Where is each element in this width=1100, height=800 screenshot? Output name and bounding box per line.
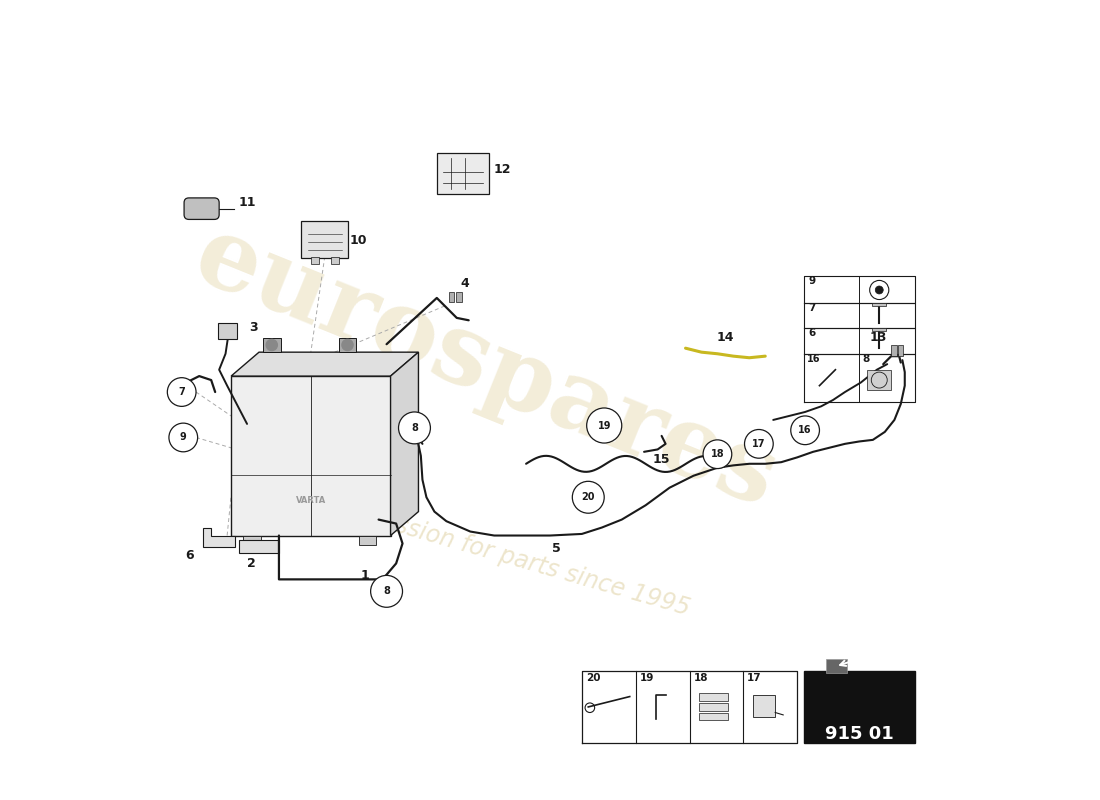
Polygon shape	[263, 338, 280, 352]
Circle shape	[745, 430, 773, 458]
Polygon shape	[455, 291, 462, 302]
Polygon shape	[752, 695, 776, 718]
Polygon shape	[700, 694, 728, 702]
Text: 13: 13	[870, 331, 887, 344]
Polygon shape	[872, 302, 887, 306]
Polygon shape	[700, 703, 728, 711]
Text: 8: 8	[862, 354, 870, 364]
Polygon shape	[239, 539, 279, 553]
Text: 14: 14	[716, 331, 734, 344]
Polygon shape	[231, 376, 390, 535]
Polygon shape	[359, 535, 376, 545]
Polygon shape	[700, 713, 728, 721]
Text: 9: 9	[180, 433, 187, 442]
Text: 6: 6	[185, 549, 194, 562]
Circle shape	[703, 440, 732, 469]
Circle shape	[586, 408, 622, 443]
Text: 11: 11	[239, 196, 256, 209]
Circle shape	[266, 339, 277, 350]
Text: a passion for parts since 1995: a passion for parts since 1995	[343, 498, 693, 620]
Circle shape	[398, 412, 430, 444]
Circle shape	[371, 575, 403, 607]
Text: 7: 7	[808, 302, 816, 313]
Text: 6: 6	[808, 328, 815, 338]
Polygon shape	[231, 352, 418, 376]
Text: eurospares: eurospares	[182, 207, 792, 529]
Text: 12: 12	[494, 163, 510, 176]
Polygon shape	[339, 338, 356, 352]
Circle shape	[572, 482, 604, 514]
Text: 20: 20	[582, 492, 595, 502]
Text: 20: 20	[586, 673, 601, 682]
Polygon shape	[390, 352, 418, 535]
FancyBboxPatch shape	[301, 222, 349, 258]
Circle shape	[876, 286, 883, 294]
Text: 16: 16	[806, 354, 821, 364]
Polygon shape	[204, 527, 235, 547]
Text: 18: 18	[711, 450, 724, 459]
Text: 8: 8	[411, 423, 418, 433]
Text: 5: 5	[552, 542, 561, 554]
Text: 15: 15	[653, 454, 670, 466]
Polygon shape	[331, 257, 339, 265]
Text: 19: 19	[597, 421, 611, 430]
Circle shape	[169, 423, 198, 452]
Polygon shape	[449, 291, 454, 302]
Polygon shape	[891, 345, 896, 356]
Text: VARTA: VARTA	[296, 496, 326, 505]
Text: 17: 17	[752, 439, 766, 449]
Circle shape	[342, 339, 353, 350]
Text: 18: 18	[693, 673, 708, 682]
Text: 3: 3	[249, 321, 257, 334]
Circle shape	[791, 416, 820, 445]
Polygon shape	[826, 658, 847, 673]
Text: 9: 9	[808, 277, 815, 286]
Text: 16: 16	[799, 426, 812, 435]
Polygon shape	[898, 345, 903, 356]
Text: 1: 1	[361, 569, 370, 582]
Text: 2: 2	[246, 557, 255, 570]
Text: 10: 10	[350, 234, 367, 247]
FancyBboxPatch shape	[184, 198, 219, 219]
Text: 17: 17	[747, 673, 762, 682]
Text: 19: 19	[640, 673, 654, 682]
Polygon shape	[867, 370, 891, 390]
Polygon shape	[803, 671, 915, 743]
FancyBboxPatch shape	[219, 322, 238, 338]
Polygon shape	[872, 328, 887, 331]
Text: 915 01: 915 01	[825, 726, 893, 743]
FancyBboxPatch shape	[437, 153, 490, 194]
Text: 8: 8	[383, 586, 390, 596]
Polygon shape	[311, 257, 319, 265]
Polygon shape	[243, 535, 261, 545]
Text: 7: 7	[178, 387, 185, 397]
Text: 4: 4	[460, 277, 469, 290]
Circle shape	[167, 378, 196, 406]
